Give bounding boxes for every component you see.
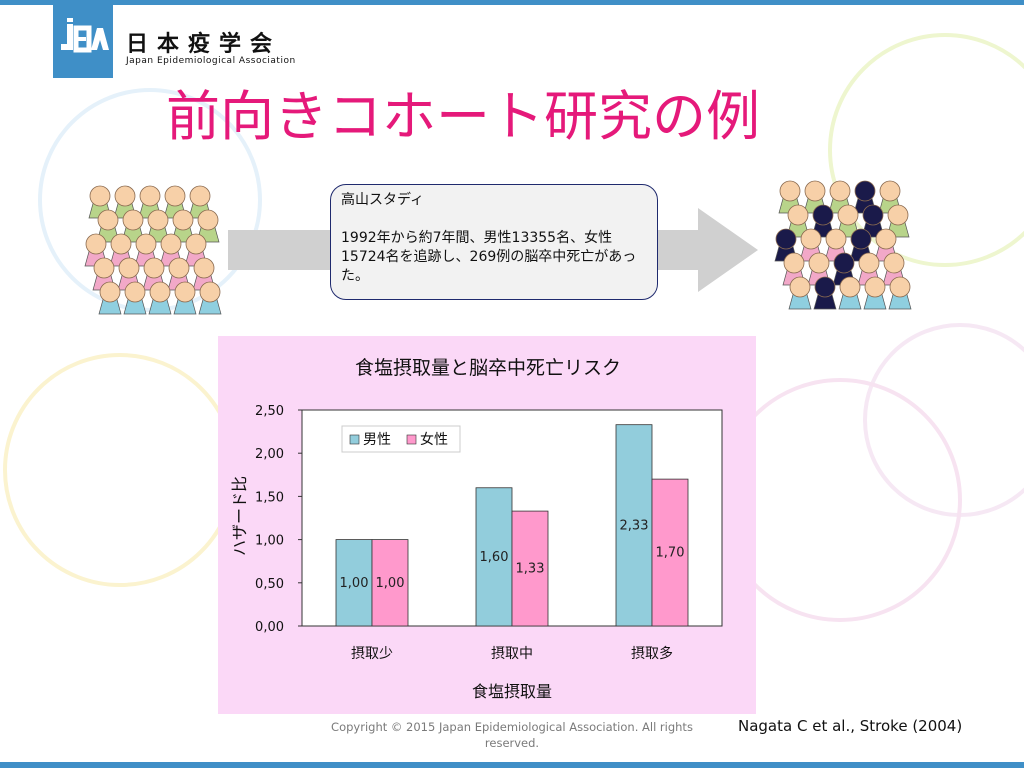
org-name-english: Japan Epidemiological Association <box>126 56 296 66</box>
jea-logo-mark <box>61 18 109 53</box>
person-head <box>808 252 830 274</box>
chart-legend: 男性 女性 <box>341 425 461 453</box>
study-name: 高山スタディ <box>341 192 425 208</box>
cohort-start-crowd-icon <box>84 185 222 315</box>
data-label-male: 1,60 <box>480 550 509 565</box>
data-label-male: 2,33 <box>620 518 649 533</box>
x-tick-label: 摂取中 <box>491 646 533 662</box>
person-head <box>789 276 811 298</box>
data-label-female: 1,70 <box>656 546 685 561</box>
y-tick-label: 2,00 <box>255 447 284 462</box>
chart-title: 食塩摂取量と脳卒中死亡リスク <box>355 357 621 379</box>
person-head <box>862 204 884 226</box>
person-head <box>833 252 855 274</box>
y-tick-label: 1,50 <box>255 490 284 505</box>
bar-female <box>651 478 689 627</box>
x-axis-label: 食塩摂取量 <box>472 682 552 701</box>
legend-swatch-male <box>349 434 360 445</box>
bottom-accent-bar <box>0 762 1024 768</box>
person-head <box>779 180 801 202</box>
data-label-female: 1,33 <box>516 562 545 577</box>
person-head <box>172 209 194 231</box>
legend-label-male: 男性 <box>363 432 391 448</box>
person-head <box>889 276 911 298</box>
person-head <box>118 257 140 279</box>
person-head <box>85 233 107 255</box>
person-head <box>89 185 111 207</box>
citation-text: Nagata C et al., Stroke (2004) <box>738 717 963 735</box>
person-head <box>783 252 805 274</box>
person-head <box>189 185 211 207</box>
person-head <box>168 257 190 279</box>
study-callout: 高山スタディ 1992年から約7年間、男性13355名、女性15724名を追跡し… <box>330 184 658 300</box>
top-accent-bar <box>0 0 1024 5</box>
x-tick-label: 摂取多 <box>631 645 673 662</box>
person-head <box>887 204 909 226</box>
study-description: 1992年から約7年間、男性13355名、女性15724名を追跡し、269例の脳… <box>341 230 637 284</box>
person-head <box>804 180 826 202</box>
person-head <box>825 228 847 250</box>
org-name: 日本疫学会 <box>126 32 282 57</box>
cohort-outcome-crowd-icon <box>774 180 912 310</box>
person-head <box>879 180 901 202</box>
person-head <box>114 185 136 207</box>
person-head <box>800 228 822 250</box>
person-head <box>814 276 836 298</box>
person-head <box>787 204 809 226</box>
person-head <box>850 228 872 250</box>
y-tick-label: 1,00 <box>255 534 284 549</box>
person-head <box>139 185 161 207</box>
person-head <box>775 228 797 250</box>
y-tick-label: 0,50 <box>255 577 284 592</box>
person-head <box>99 281 121 303</box>
person-head <box>854 180 876 202</box>
legend-swatch-female <box>406 434 417 445</box>
person-head <box>185 233 207 255</box>
bar-male <box>335 539 373 627</box>
person-head <box>193 257 215 279</box>
person-head <box>864 276 886 298</box>
person-head <box>147 209 169 231</box>
person-head <box>164 185 186 207</box>
bar-female <box>511 510 549 627</box>
person-head <box>883 252 905 274</box>
person-head <box>174 281 196 303</box>
person-head <box>829 180 851 202</box>
person-head <box>149 281 171 303</box>
person-head <box>858 252 880 274</box>
person-head <box>110 233 132 255</box>
person-head <box>199 281 221 303</box>
person-head <box>122 209 144 231</box>
person-head <box>875 228 897 250</box>
person-head <box>197 209 219 231</box>
y-axis-label: ハザード比 <box>230 476 249 556</box>
jea-logo <box>53 0 113 78</box>
person-head <box>837 204 859 226</box>
person-head <box>135 233 157 255</box>
chart-panel: 食塩摂取量と脳卒中死亡リスク 0,00 0,50 1,00 1,50 2,00 2,50 … <box>218 336 756 714</box>
person-head <box>124 281 146 303</box>
bar-female <box>371 539 409 627</box>
copyright-text: Copyright © 2015 Japan Epidemiological A… <box>331 720 693 750</box>
legend-label-female: 女性 <box>420 431 448 448</box>
data-label-male: 1,00 <box>340 576 369 591</box>
y-tick-label: 2,50 <box>255 404 284 419</box>
person-head <box>839 276 861 298</box>
bar-male <box>475 487 513 627</box>
person-head <box>97 209 119 231</box>
person-head <box>143 257 165 279</box>
data-label-female: 1,00 <box>376 576 405 591</box>
bar-male <box>615 424 653 627</box>
person-head <box>160 233 182 255</box>
hazard-ratio-bar-chart: 食塩摂取量と脳卒中死亡リスク 0,000,501,001,502,002,50 … <box>230 357 723 701</box>
person-head <box>812 204 834 226</box>
y-tick-label: 0,00 <box>255 620 284 635</box>
person-head <box>93 257 115 279</box>
slide-title: 前向きコホート研究の例 <box>166 85 760 148</box>
x-tick-label: 摂取少 <box>351 646 393 662</box>
